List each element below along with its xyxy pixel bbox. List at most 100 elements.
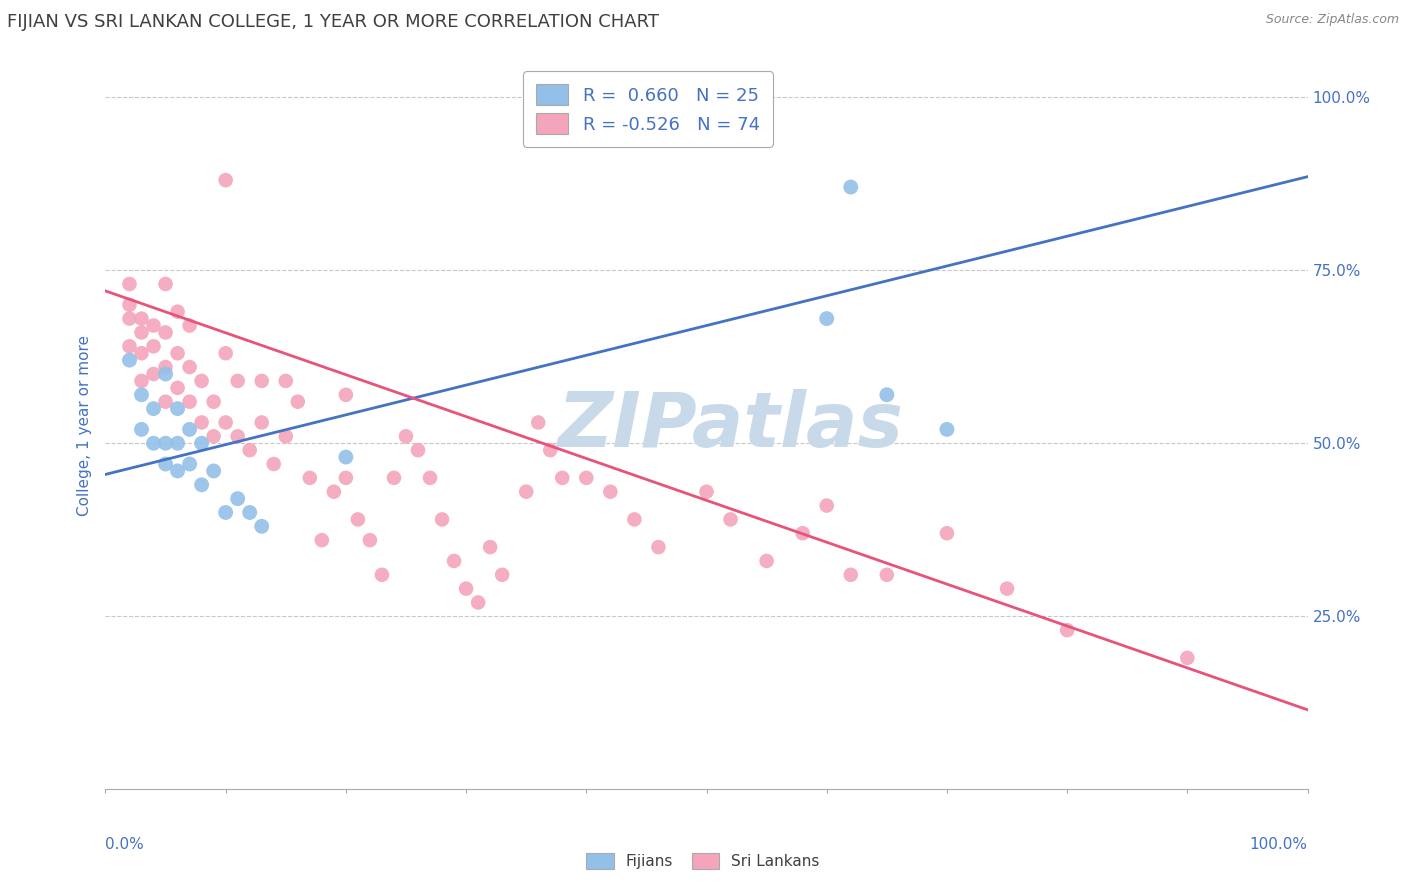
Point (155, 457, 177, 471)
Text: FIJIAN VS SRI LANKAN COLLEGE, 1 YEAR OR MORE CORRELATION CHART: FIJIAN VS SRI LANKAN COLLEGE, 1 YEAR OR … (7, 13, 659, 31)
Point (214, 173, 236, 187)
Point (443, 554, 465, 568)
Point (623, 512, 645, 526)
Text: ZIPatlas: ZIPatlas (558, 389, 904, 463)
Point (876, 567, 898, 582)
Point (142, 401, 165, 416)
Point (179, 360, 201, 375)
Point (250, 416, 273, 430)
Point (274, 429, 297, 443)
Point (179, 318, 201, 333)
Point (395, 429, 418, 443)
Point (250, 519, 273, 533)
Point (166, 401, 188, 416)
Point (142, 339, 165, 353)
Point (1175, 651, 1198, 665)
Point (155, 367, 177, 381)
Point (1056, 623, 1078, 637)
Point (118, 277, 141, 291)
Point (515, 484, 537, 499)
Point (491, 567, 513, 582)
Point (142, 318, 165, 333)
Point (335, 471, 357, 485)
Text: Source: ZipAtlas.com: Source: ZipAtlas.com (1265, 13, 1399, 27)
Point (131, 311, 153, 326)
Point (202, 464, 225, 478)
Point (190, 477, 212, 491)
Point (696, 484, 718, 499)
Point (792, 526, 814, 541)
Point (190, 374, 212, 388)
Point (131, 346, 153, 360)
Point (202, 394, 225, 409)
Point (118, 311, 141, 326)
Point (876, 388, 898, 402)
Point (647, 540, 669, 554)
Point (263, 457, 285, 471)
Text: 100.0%: 100.0% (1250, 837, 1308, 852)
Point (839, 180, 862, 194)
Point (815, 499, 838, 513)
Point (335, 450, 357, 464)
Point (239, 506, 262, 520)
Point (755, 554, 778, 568)
Point (995, 582, 1018, 596)
Point (467, 595, 489, 609)
Point (599, 484, 621, 499)
Y-axis label: College, 1 year or more: College, 1 year or more (77, 335, 93, 516)
Point (131, 326, 153, 340)
Point (118, 353, 141, 368)
Legend: R =  0.660   N = 25, R = -0.526   N = 74: R = 0.660 N = 25, R = -0.526 N = 74 (523, 71, 772, 146)
Point (190, 416, 212, 430)
Point (839, 567, 862, 582)
Point (347, 512, 370, 526)
Point (155, 326, 177, 340)
Point (179, 394, 201, 409)
Point (155, 394, 177, 409)
Point (214, 506, 236, 520)
Point (155, 360, 177, 375)
Point (322, 484, 344, 499)
Point (551, 471, 574, 485)
Point (131, 388, 153, 402)
Point (155, 277, 177, 291)
Point (575, 471, 598, 485)
Point (936, 422, 959, 436)
Point (815, 311, 838, 326)
Point (335, 388, 357, 402)
Point (479, 540, 502, 554)
Point (454, 582, 477, 596)
Point (419, 471, 441, 485)
Point (720, 512, 742, 526)
Point (142, 436, 165, 450)
Point (166, 346, 188, 360)
Point (190, 436, 212, 450)
Point (214, 416, 236, 430)
Point (371, 567, 394, 582)
Point (527, 416, 550, 430)
Point (202, 429, 225, 443)
Point (166, 381, 188, 395)
Point (226, 491, 249, 506)
Text: 0.0%: 0.0% (105, 837, 145, 852)
Point (166, 304, 188, 318)
Point (155, 436, 177, 450)
Point (166, 436, 188, 450)
Point (430, 512, 453, 526)
Point (239, 443, 262, 458)
Point (287, 394, 309, 409)
Point (226, 429, 249, 443)
Legend: Fijians, Sri Lankans: Fijians, Sri Lankans (581, 847, 825, 875)
Point (538, 443, 561, 458)
Point (131, 422, 153, 436)
Point (179, 422, 201, 436)
Point (311, 533, 333, 548)
Point (382, 471, 405, 485)
Point (131, 374, 153, 388)
Point (274, 374, 297, 388)
Point (118, 339, 141, 353)
Point (179, 457, 201, 471)
Point (298, 471, 321, 485)
Point (166, 464, 188, 478)
Point (406, 443, 429, 458)
